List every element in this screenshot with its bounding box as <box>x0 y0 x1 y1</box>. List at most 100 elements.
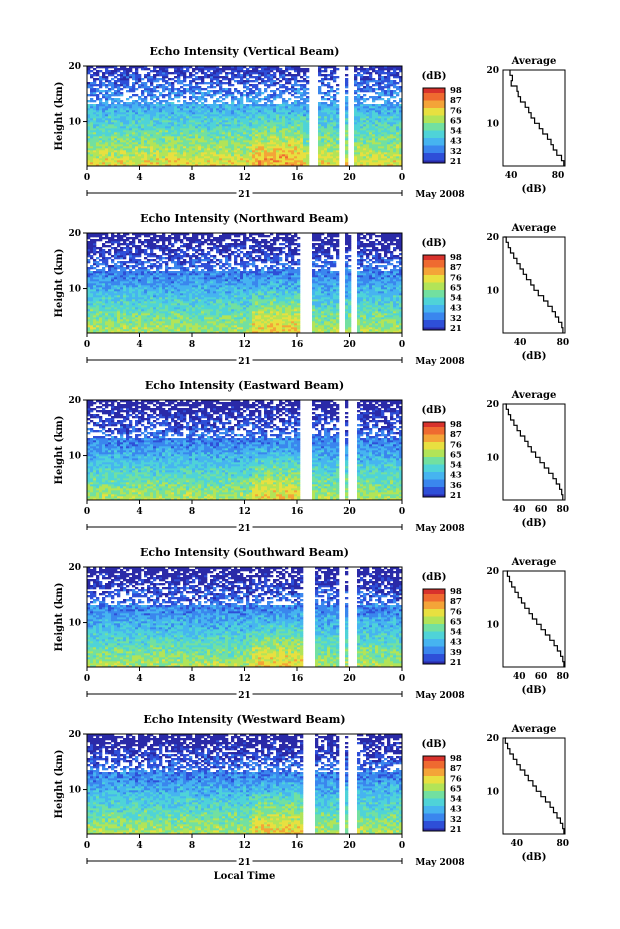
average-x-tick-label: 40 <box>511 839 524 849</box>
panel-title: Echo Intensity (Eastward Beam) <box>145 379 344 392</box>
colorbar-tick-label: 43 <box>450 137 462 147</box>
height-axis-label: Height (km) <box>54 82 65 151</box>
colorbar-tick-label: 87 <box>450 263 462 273</box>
x-tick-label: 16 <box>291 674 304 684</box>
colorbar-unit: (dB) <box>422 739 447 750</box>
x-tick-label: 0 <box>84 507 90 517</box>
x-tick-label: 0 <box>84 841 90 851</box>
panel-title: Echo Intensity (Northward Beam) <box>140 212 349 225</box>
day-label: 21 <box>238 190 251 200</box>
y-tick-label: 20 <box>68 229 81 239</box>
colorbar-tick-label: 87 <box>450 430 462 440</box>
colorbar-tick-label: 65 <box>450 283 462 293</box>
average-y-tick-label: 20 <box>486 66 499 76</box>
average-x-tick-label: 40 <box>505 171 518 181</box>
colorbar-tick-label: 98 <box>450 253 462 263</box>
average-x-tick-label: 60 <box>535 505 548 515</box>
average-x-tick-label: 40 <box>514 338 527 348</box>
colorbar <box>423 255 445 330</box>
date-label: May 2008 <box>415 190 464 200</box>
average-profile-line <box>507 571 564 667</box>
x-tick-label: 4 <box>136 507 142 517</box>
x-tick-label: 4 <box>136 841 142 851</box>
colorbar-tick-label: 54 <box>450 461 462 471</box>
x-tick-label: 20 <box>343 173 356 183</box>
x-axis-title: Local Time <box>214 871 276 882</box>
panel-4: Echo Intensity (Southward Beam)0 4 8 12 16 20… <box>54 546 569 701</box>
x-tick-label: 0 <box>399 674 405 684</box>
average-x-tick-label: 80 <box>556 839 569 849</box>
echo-intensity-figure: Echo Intensity (Vertical Beam) 0 4 8 12 16 20 0… <box>0 0 620 929</box>
x-tick-label: 8 <box>189 340 195 350</box>
average-x-tick-label: 80 <box>557 672 570 682</box>
colorbar-tick-label: 76 <box>450 106 462 116</box>
colorbar-tick-label: 76 <box>450 440 462 450</box>
colorbar-tick-label: 54 <box>450 294 462 304</box>
average-y-tick-label: 10 <box>486 286 499 296</box>
average-x-label: (dB) <box>522 351 547 362</box>
average-y-tick-label: 10 <box>486 787 499 797</box>
colorbar-tick-label: 76 <box>450 774 462 784</box>
date-label: May 2008 <box>415 691 464 701</box>
average-y-tick-label: 10 <box>486 620 499 630</box>
x-tick-label: 0 <box>399 173 405 183</box>
colorbar <box>423 589 445 664</box>
colorbar-tick-label: 21 <box>450 658 462 668</box>
date-label: May 2008 <box>415 357 464 367</box>
x-tick-label: 8 <box>189 173 195 183</box>
colorbar-tick-label: 54 <box>450 628 462 638</box>
echo-heatmap <box>87 400 402 500</box>
panel-3: Echo Intensity (Eastward Beam)0 4 8 12 16 20 0… <box>54 379 569 534</box>
x-tick-label: 16 <box>291 173 304 183</box>
x-tick-label: 12 <box>238 674 251 684</box>
x-tick-label: 12 <box>238 507 251 517</box>
panel-title: Echo Intensity (Vertical Beam) <box>149 45 339 58</box>
colorbar-tick-label: 65 <box>450 784 462 794</box>
colorbar-tick-label: 54 <box>450 795 462 805</box>
colorbar-tick-label: 21 <box>450 825 462 835</box>
colorbar-tick-label: 76 <box>450 607 462 617</box>
x-tick-label: 8 <box>189 841 195 851</box>
average-title: Average <box>511 56 557 67</box>
height-axis-label: Height (km) <box>54 249 65 318</box>
day-label: 21 <box>238 357 251 367</box>
average-x-tick-label: 40 <box>513 505 526 515</box>
colorbar-tick-label: 21 <box>450 324 462 334</box>
colorbar-tick-label: 87 <box>450 764 462 774</box>
x-tick-label: 16 <box>291 340 304 350</box>
colorbar-tick-label: 21 <box>450 157 462 167</box>
x-tick-label: 20 <box>343 674 356 684</box>
colorbar <box>423 88 445 163</box>
colorbar-tick-label: 65 <box>450 617 462 627</box>
day-label: 21 <box>238 858 251 868</box>
average-profile-line <box>504 237 563 333</box>
x-tick-label: 0 <box>399 841 405 851</box>
x-tick-label: 20 <box>343 340 356 350</box>
y-tick-label: 10 <box>68 285 81 295</box>
x-tick-label: 0 <box>84 674 90 684</box>
panel-title: Echo Intensity (Westward Beam) <box>143 713 345 726</box>
average-y-tick-label: 20 <box>486 400 499 410</box>
x-tick-label: 0 <box>399 507 405 517</box>
x-tick-label: 16 <box>291 841 304 851</box>
x-tick-label: 0 <box>84 173 90 183</box>
y-tick-label: 10 <box>68 786 81 796</box>
panel-1: Echo Intensity (Vertical Beam)0 4 8 12 16 20 0… <box>54 45 565 200</box>
average-y-tick-label: 20 <box>486 567 499 577</box>
y-tick-label: 10 <box>68 452 81 462</box>
colorbar-tick-label: 43 <box>450 471 462 481</box>
average-title: Average <box>511 724 557 735</box>
colorbar-tick-label: 43 <box>450 638 462 648</box>
average-x-label: (dB) <box>522 184 547 195</box>
colorbar-tick-label: 87 <box>450 96 462 106</box>
colorbar-tick-label: 43 <box>450 304 462 314</box>
x-tick-label: 16 <box>291 507 304 517</box>
average-title: Average <box>511 557 557 568</box>
colorbar-tick-label: 36 <box>450 481 462 491</box>
colorbar-tick-label: 43 <box>450 805 462 815</box>
x-tick-label: 4 <box>136 340 142 350</box>
colorbar-tick-label: 65 <box>450 116 462 126</box>
average-x-tick-label: 80 <box>557 505 570 515</box>
average-x-label: (dB) <box>522 852 547 863</box>
x-tick-label: 0 <box>84 340 90 350</box>
